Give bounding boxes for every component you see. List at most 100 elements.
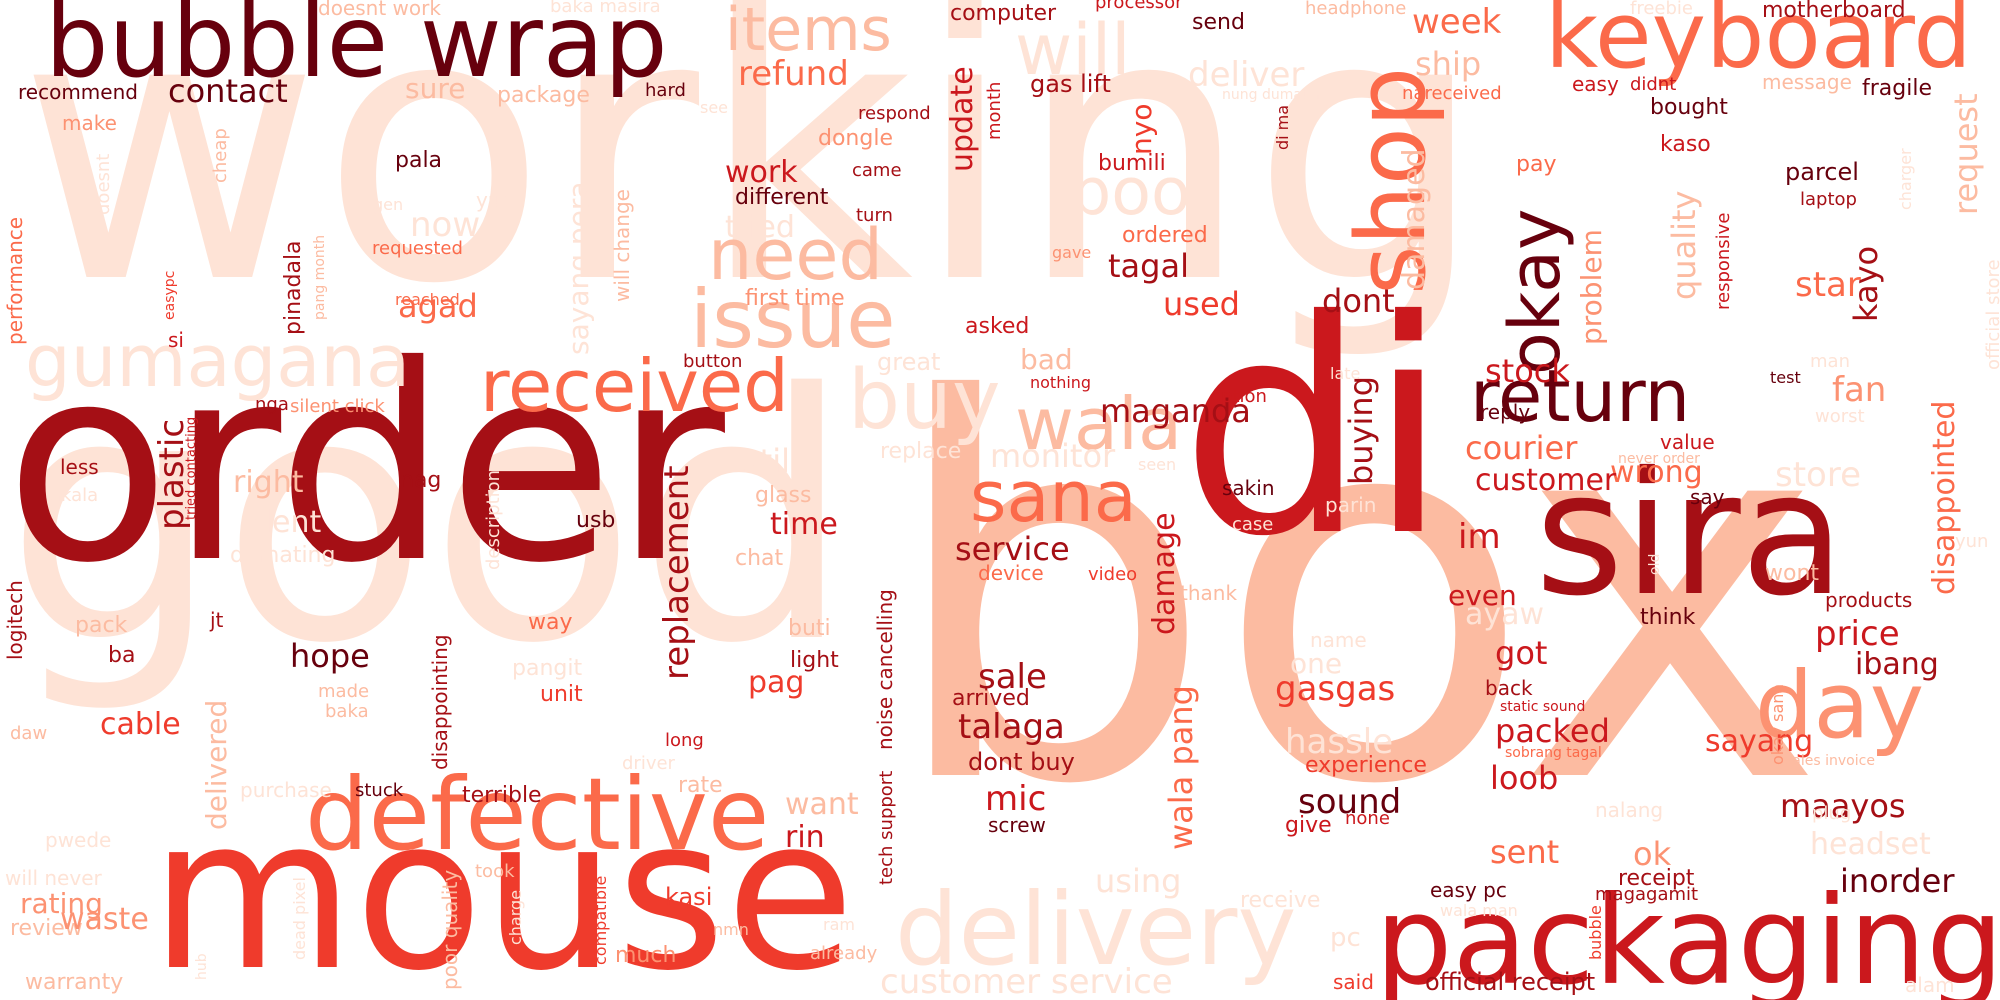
word-responsive: responsive [1713, 212, 1734, 310]
word-refund: refund [738, 54, 849, 94]
word-requested: requested [372, 238, 463, 259]
word-buy: buy [848, 353, 1001, 448]
word-seen: seen [1138, 455, 1177, 474]
word-see: see [700, 98, 729, 117]
word-asked: asked [965, 314, 1030, 339]
word-tagal: tagal [1108, 247, 1189, 285]
word-official-receipt: official receipt [1425, 968, 1596, 996]
word-bad: bad [1020, 343, 1073, 376]
word-maganda: maganda [1100, 392, 1251, 430]
word-customer-service: customer service [880, 962, 1173, 1000]
word-video: video [1088, 564, 1138, 585]
word-will-never: will never [5, 866, 102, 890]
word-bubble-wrap: bubble wrap [45, 0, 668, 100]
word-yupi: yupi [476, 188, 519, 212]
word-wala-man: wala man [1440, 901, 1518, 920]
word-glass: glass [755, 483, 812, 508]
word-now: now [410, 205, 481, 245]
word-easy-pc: easy pc [1430, 878, 1507, 902]
word-request: request [1947, 93, 1985, 215]
word-message: message [1762, 70, 1852, 94]
word-quality: quality [1665, 190, 1703, 300]
word-monitor: monitor [990, 437, 1116, 475]
word-make: make [62, 111, 117, 135]
word-time: time [770, 507, 838, 542]
word-okay-sana: okay sana [1768, 683, 1787, 765]
word-hub: hub [194, 953, 210, 980]
word-took: took [475, 861, 515, 882]
word-back: back [1485, 676, 1533, 700]
word-rating: rating [20, 887, 103, 920]
word-purchase: purchase [240, 778, 332, 802]
word-worst: worst [1815, 406, 1865, 427]
word-computer: computer [950, 1, 1057, 26]
word-price: price [1815, 614, 1900, 654]
word-nyo: nyo [1125, 103, 1158, 155]
word-long: long [665, 730, 704, 751]
word-nalang: nalang [1595, 798, 1664, 822]
word-kasi: kasi [665, 883, 713, 911]
word-products: products [1825, 588, 1913, 612]
word-sale: sale [978, 657, 1047, 697]
word-much: much [615, 943, 677, 968]
word-sayang: sayang [1705, 724, 1814, 759]
word-wala: wala [1015, 382, 1183, 466]
word-charger: charger [1896, 148, 1915, 210]
word-courier: courier [1465, 429, 1578, 467]
word-store: store [1775, 455, 1861, 495]
word-baka-masira: baka masira [550, 0, 661, 17]
word-ibang: ibang [1855, 647, 1939, 682]
word-sayang-pera: sayang pera [562, 181, 595, 355]
word-terrible: terrible [462, 783, 542, 808]
word-review: review [10, 916, 83, 941]
word-wont: wont [1765, 561, 1820, 586]
word-dont-buy: dont buy [968, 748, 1075, 776]
word-gumagana: gumagana [25, 319, 411, 403]
word-charge: charge [506, 889, 525, 945]
word-order: order [5, 307, 725, 622]
word-problem: problem [1575, 229, 1608, 345]
word-dont: dont [1322, 282, 1395, 320]
word-easy: easy [1572, 72, 1619, 96]
word-star: star [1795, 265, 1861, 305]
word-driver: driver [622, 753, 675, 774]
word-wala-pang: wala pang [1162, 685, 1200, 850]
word-even: even [1448, 579, 1517, 612]
word-sound: sound [1298, 782, 1402, 822]
word-experience: experience [1305, 753, 1427, 778]
word-sobrang-tagal: sobrang tagal [1505, 745, 1602, 761]
word-agad: agad [398, 287, 478, 325]
word-receive: receive [1240, 888, 1321, 913]
word-buti: buti [788, 616, 831, 641]
word-jt: jt [210, 608, 224, 632]
word-waste: waste [60, 902, 149, 937]
word-name: name [1310, 628, 1367, 652]
word-nmn: nmn [713, 920, 749, 939]
word-less: less [60, 455, 99, 479]
word-return: return [1470, 354, 1691, 438]
word-maayos: maayos [1780, 787, 1906, 825]
word-daw: daw [10, 723, 48, 744]
word-fan: fan [1832, 370, 1887, 410]
word-defective: defective [305, 756, 770, 873]
word-freebie: freebie [1630, 0, 1693, 19]
word-ok: ok [1633, 835, 1672, 873]
word-items: items [725, 0, 892, 65]
word-button: button [683, 351, 743, 372]
word-nothing: nothing [1030, 373, 1092, 392]
word-pala: pala [395, 148, 443, 173]
word-talaga: talaga [958, 707, 1065, 747]
word-package: package [497, 83, 590, 108]
word-respond: respond [858, 103, 931, 124]
word-unit: unit [540, 682, 583, 707]
word-screw: screw [988, 813, 1046, 837]
word-box: box [885, 292, 1825, 898]
word-tech-support: tech support [876, 770, 897, 885]
word-gen: gen [373, 195, 404, 214]
word-disappointed: disappointed [1927, 400, 1962, 595]
word-hassle: hassle [1285, 722, 1394, 762]
word-tried: tried [725, 210, 795, 245]
word-reached: reached [395, 290, 460, 309]
word-rin: rin [785, 820, 825, 855]
word-dumating: dumating [230, 543, 336, 568]
